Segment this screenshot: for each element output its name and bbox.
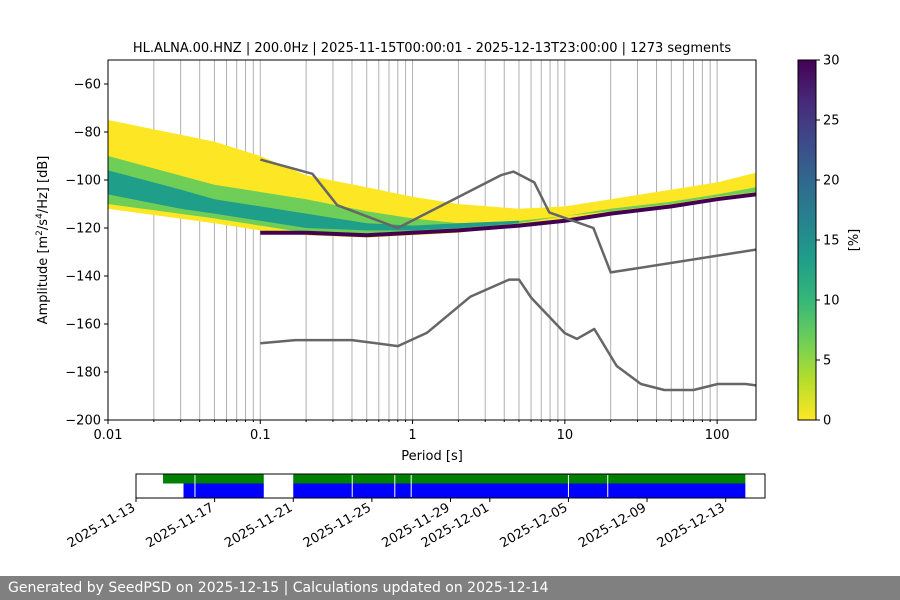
timeline-tick-label: 2025-12-05 (497, 500, 570, 551)
available-data-span (163, 474, 264, 484)
x-tick-label: 100 (705, 428, 730, 443)
timeline-tick-label: 2025-11-21 (222, 500, 295, 551)
colorbar-tick-label: 25 (823, 114, 840, 129)
colorbar-tick-label: 0 (823, 414, 831, 429)
mode-line-path (260, 192, 756, 238)
y-tick-label: −120 (65, 222, 101, 237)
high-noise-model-curve (259, 158, 756, 274)
y-tick-label: −100 (65, 174, 101, 189)
processed-psd-span (293, 483, 746, 498)
x-tick-label: 0.1 (250, 428, 271, 443)
timeline-tick-label: 2025-11-25 (301, 500, 374, 551)
timeline-tick-label: 2025-11-13 (65, 500, 138, 551)
y-tick-label: −80 (74, 126, 101, 141)
low-noise-model-curve (260, 278, 756, 392)
x-axis-ticks: 0.01 0.1 1 10 100 (94, 420, 730, 443)
y-axis-ticks: −60 −80 −100 −120 −140 −160 −180 −200 (65, 78, 108, 429)
colorbar-tick-label: 15 (823, 234, 840, 249)
plot-frame (107, 59, 757, 421)
y-tick-label: −160 (65, 318, 101, 333)
noise-model-curves (259, 158, 756, 392)
figure: HL.ALNA.00.HNZ | 200.0Hz | 2025-11-15T00… (35, 41, 862, 551)
colorbar-label: [%] (847, 229, 862, 252)
density-heatmap (108, 120, 756, 238)
data-availability-timeline (163, 474, 746, 498)
timeline-tick-label: 2025-12-09 (576, 500, 649, 551)
y-tick-label: −200 (65, 414, 101, 429)
vertical-grid (107, 60, 718, 420)
density-band-2 (108, 170, 519, 231)
mode-line (260, 192, 756, 238)
timeline-tick-label: 2025-11-17 (144, 500, 217, 551)
colorbar-tick-label: 5 (823, 354, 831, 369)
available-data-span (293, 474, 746, 484)
colorbar-tick-label: 20 (823, 174, 840, 189)
colorbar (797, 59, 817, 421)
colorbar-ticks: 0 5 10 15 20 25 30 (816, 54, 840, 429)
plot-background (108, 60, 756, 420)
x-tick-label: 1 (408, 428, 416, 443)
colorbar-tick-label: 10 (823, 294, 840, 309)
timeline-tick-label: 2025-12-13 (655, 500, 728, 551)
processed-psd-span (183, 483, 264, 498)
colorbar-tick-label: 30 (823, 54, 840, 69)
y-tick-label: −180 (65, 366, 101, 381)
timeline-date-ticks: 2025-11-13 2025-11-17 2025-11-21 2025-11-25… (65, 498, 728, 551)
x-tick-label: 0.01 (94, 428, 123, 443)
chart-title: HL.ALNA.00.HNZ | 200.0Hz | 2025-11-15T00… (133, 41, 732, 56)
y-axis-label: Amplitude [m2/s4/Hz] [dB] (35, 156, 51, 325)
x-axis-label: Period [s] (401, 449, 463, 464)
x-tick-label: 10 (557, 428, 574, 443)
y-tick-label: −60 (74, 78, 101, 93)
footer: Generated by SeedPSD on 2025-12-15 | Cal… (0, 576, 900, 600)
y-tick-label: −140 (65, 270, 101, 285)
